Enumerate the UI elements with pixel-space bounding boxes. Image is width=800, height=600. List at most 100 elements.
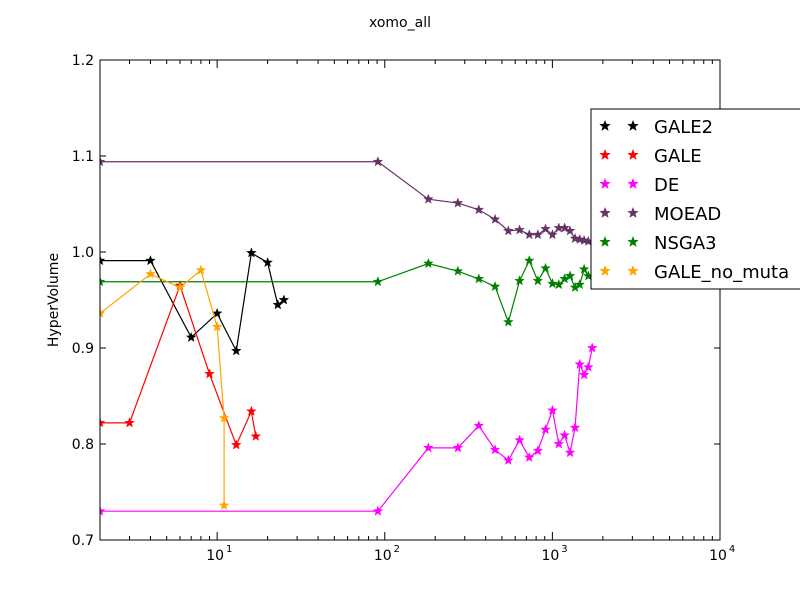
legend-item: GALE xyxy=(599,146,702,167)
legend-marker xyxy=(599,148,611,160)
legend-label: GALE xyxy=(654,146,702,167)
data-point-star xyxy=(100,156,106,167)
data-point-star xyxy=(372,505,384,516)
legend-item: GALE_no_muta xyxy=(599,262,789,283)
data-point-star xyxy=(100,255,106,266)
data-point-star xyxy=(452,265,464,276)
data-point-star xyxy=(230,439,242,450)
legend-item: MOEAD xyxy=(599,204,721,225)
data-point-star xyxy=(540,424,551,435)
y-tick-label: 1.1 xyxy=(72,149,94,165)
data-point-star xyxy=(574,279,586,290)
legend-item: GALE2 xyxy=(599,117,713,138)
data-point-star xyxy=(532,275,544,286)
data-point-star xyxy=(218,499,230,510)
x-tick-label: 10 xyxy=(206,548,224,564)
series-gale-no-muta xyxy=(100,264,230,510)
series-layer xyxy=(100,156,598,516)
data-point-star xyxy=(564,270,576,281)
data-point-star xyxy=(532,445,544,456)
legend-label: MOEAD xyxy=(654,204,721,225)
series-gale xyxy=(100,280,262,450)
data-point-star xyxy=(211,307,223,318)
legend-marker xyxy=(627,206,639,218)
data-point-star xyxy=(489,444,501,455)
series-nsga3 xyxy=(100,255,594,327)
data-point-star xyxy=(540,223,551,234)
y-axis-label: HyperVolume xyxy=(46,253,62,347)
legend-marker xyxy=(599,177,611,189)
data-point-star xyxy=(547,404,558,415)
data-point-star xyxy=(559,429,570,440)
data-point-star xyxy=(423,257,434,269)
data-point-star xyxy=(540,262,551,273)
data-point-star xyxy=(489,280,501,292)
data-point-star xyxy=(578,263,590,274)
data-point-star xyxy=(523,451,535,462)
data-point-star xyxy=(503,225,514,236)
data-point-star xyxy=(372,276,384,287)
legend-marker xyxy=(627,264,639,276)
data-point-star xyxy=(569,422,581,433)
data-point-star xyxy=(100,276,106,287)
data-point-star xyxy=(473,420,485,431)
data-point-star xyxy=(423,442,434,453)
data-point-star xyxy=(211,321,223,332)
data-point-star xyxy=(559,222,570,233)
data-point-star xyxy=(452,442,464,453)
data-point-star xyxy=(246,405,257,416)
x-tick-exponent: 3 xyxy=(561,544,567,555)
data-point-star xyxy=(514,434,525,445)
data-point-star xyxy=(174,281,186,293)
data-point-star xyxy=(250,430,262,441)
legend: GALE2 GALE DE MOEAD NSGA3 GALE_no_muta xyxy=(590,108,800,290)
legend-label: DE xyxy=(654,175,679,196)
data-point-star xyxy=(503,316,514,327)
y-tick-label: 1.2 xyxy=(72,53,94,69)
data-point-star xyxy=(100,505,106,516)
data-point-star xyxy=(246,247,257,258)
data-point-star xyxy=(230,345,242,356)
legend-item: DE xyxy=(599,175,679,196)
legend-item: NSGA3 xyxy=(599,233,717,254)
legend-marker xyxy=(627,119,639,131)
y-tick-label: 1.0 xyxy=(72,245,94,261)
x-tick-exponent: 1 xyxy=(226,544,232,555)
data-point-star xyxy=(372,156,384,167)
y-tick-label: 0.8 xyxy=(72,437,94,453)
data-point-star xyxy=(586,342,598,353)
legend-marker xyxy=(627,148,639,160)
axis-ticks: 0.70.80.91.01.11.210 1 10 2 10 3 10 4 xyxy=(72,53,735,564)
legend-box xyxy=(590,108,800,290)
legend-marker xyxy=(599,264,611,276)
legend-marker xyxy=(627,177,639,189)
legend-marker xyxy=(599,235,611,247)
data-point-star xyxy=(514,224,525,235)
y-tick-label: 0.9 xyxy=(72,341,94,357)
data-point-star xyxy=(578,369,590,380)
data-point-star xyxy=(423,193,434,204)
data-point-star xyxy=(452,197,464,208)
data-point-star xyxy=(547,278,558,289)
data-point-star xyxy=(100,417,106,428)
x-tick-label: 10 xyxy=(709,548,727,564)
legend-marker xyxy=(627,235,639,247)
data-point-star xyxy=(100,307,106,318)
plot-area: 0.70.80.91.01.11.210 1 10 2 10 3 10 4 xyxy=(72,53,735,564)
series-gale2 xyxy=(100,247,290,356)
y-tick-label: 0.7 xyxy=(72,533,94,549)
x-tick-label: 10 xyxy=(541,548,559,564)
data-point-star xyxy=(532,229,544,240)
data-point-star xyxy=(195,264,207,275)
data-point-star xyxy=(262,256,273,268)
data-point-star xyxy=(514,275,525,286)
plot-frame xyxy=(99,59,721,541)
series-de xyxy=(100,342,598,516)
data-point-star xyxy=(124,417,135,428)
series-line xyxy=(100,347,593,512)
x-tick-label: 10 xyxy=(374,548,392,564)
data-point-star xyxy=(278,294,290,305)
data-point-star xyxy=(204,368,215,379)
